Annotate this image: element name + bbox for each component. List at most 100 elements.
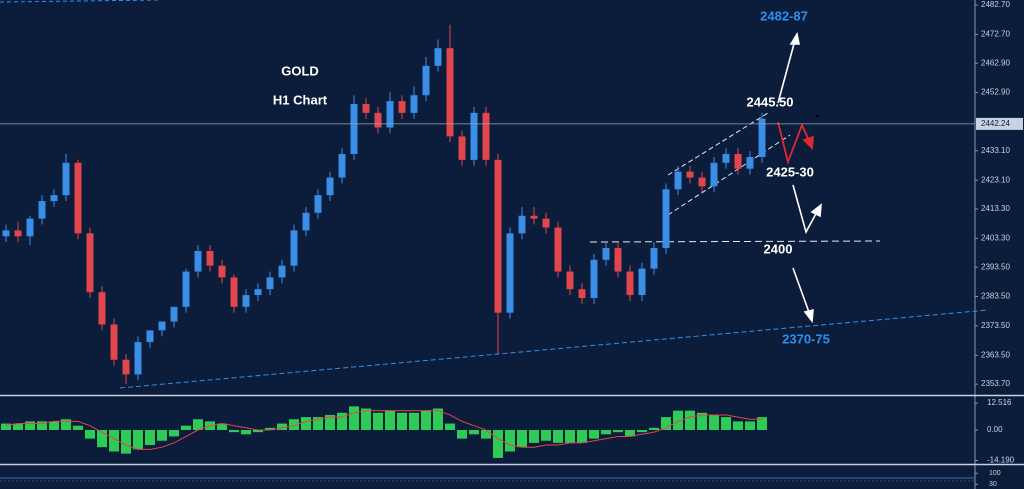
histogram-bar: [505, 430, 515, 452]
histogram-bar: [649, 427, 659, 430]
histogram-bar: [637, 430, 647, 433]
histogram-bar: [121, 430, 131, 454]
candle-body: [662, 189, 670, 249]
histogram-bar: [229, 430, 239, 433]
candle-body: [350, 104, 358, 155]
candle-body: [26, 218, 34, 237]
histogram-bar: [313, 417, 323, 430]
y-tick-label: 2393.50: [981, 262, 1010, 271]
candle-body: [542, 218, 550, 228]
candle-body: [2, 230, 10, 237]
histogram-bar: [337, 412, 347, 430]
candle-body: [554, 227, 562, 272]
candle-body: [746, 156, 754, 169]
histogram-bar: [397, 412, 407, 430]
histogram-bar: [733, 421, 743, 430]
candle-body: [494, 159, 502, 313]
histogram-bar: [541, 430, 551, 441]
y-tick-label: 100: [989, 470, 1001, 477]
candle-body: [446, 48, 454, 137]
histogram-bar: [709, 414, 719, 430]
signal-line: [5, 410, 762, 450]
histogram-bar: [445, 423, 455, 430]
histogram-bar: [529, 430, 539, 443]
histogram-bar: [553, 430, 563, 443]
candle-body: [650, 248, 658, 269]
candle-body: [314, 195, 322, 213]
candle-body: [758, 118, 766, 157]
histogram-bar: [253, 430, 263, 433]
candle-body: [122, 359, 130, 375]
candle-body: [614, 248, 622, 272]
histogram-bar: [685, 410, 695, 430]
candle-body: [686, 171, 694, 178]
trend-line: [0, 0, 161, 3]
histogram-bar: [757, 417, 767, 430]
candle-body: [410, 95, 418, 113]
candle-body: [182, 271, 190, 307]
y-tick-label: 2433.10: [981, 146, 1010, 155]
candle-body: [626, 271, 634, 296]
y-tick-label: 12.516: [987, 398, 1012, 407]
histogram-bar: [517, 430, 527, 448]
support-line: [589, 240, 881, 243]
histogram-bar: [73, 425, 83, 430]
arrow: [792, 184, 819, 235]
projection: [777, 121, 815, 166]
histogram-bar: [97, 430, 107, 448]
candle-body: [62, 162, 70, 196]
candle-body: [506, 233, 514, 313]
histogram-bar: [565, 430, 575, 443]
title: GOLD: [281, 63, 319, 78]
candle-body: [206, 250, 214, 266]
histogram-bar: [181, 425, 191, 430]
annotation: 2370-75: [782, 331, 830, 346]
histogram-bar: [385, 410, 395, 430]
y-tick-label: 2462.90: [981, 58, 1010, 67]
arrow-head: [803, 308, 814, 324]
candle-body: [590, 259, 598, 299]
candle-body: [98, 292, 106, 325]
y-tick-label: 2452.90: [981, 88, 1010, 97]
histogram-bar: [625, 430, 635, 437]
y-tick-label: 2353.70: [981, 379, 1010, 388]
candle-body: [266, 277, 274, 290]
candle-body: [638, 268, 646, 296]
histogram-bar: [349, 406, 359, 430]
histogram-bar: [721, 417, 731, 430]
arrow: [777, 39, 796, 104]
annotation: 2400: [764, 241, 793, 256]
arrow-head: [802, 135, 815, 150]
candle-body: [110, 324, 118, 360]
candle-body: [242, 295, 250, 307]
candle-body: [254, 289, 262, 296]
histogram-bar: [745, 421, 755, 430]
arrow-head: [789, 31, 800, 45]
candle-body: [290, 230, 298, 266]
candle-body: [146, 330, 154, 343]
channel-line: [667, 134, 791, 216]
histogram-bar: [301, 417, 311, 430]
histogram-bar: [61, 419, 71, 430]
candle-body: [374, 112, 382, 128]
histogram-bar: [613, 430, 623, 433]
histogram-bar: [481, 430, 491, 439]
histogram-bar: [493, 430, 503, 458]
histogram-bar: [169, 430, 179, 437]
dot: [815, 114, 819, 118]
candle-body: [518, 215, 526, 234]
price-tag-label: 2442.24: [981, 119, 1010, 128]
candle-body: [38, 201, 46, 219]
candle-body: [218, 265, 226, 278]
histogram-bar: [289, 419, 299, 430]
candle-body: [722, 154, 730, 163]
candle-body: [158, 321, 166, 331]
histogram-bar: [217, 423, 227, 430]
candle-body: [398, 101, 406, 113]
candle-body: [326, 177, 334, 196]
histogram-bar: [145, 430, 155, 446]
histogram-bar: [661, 417, 671, 430]
histogram-bar: [109, 430, 119, 452]
